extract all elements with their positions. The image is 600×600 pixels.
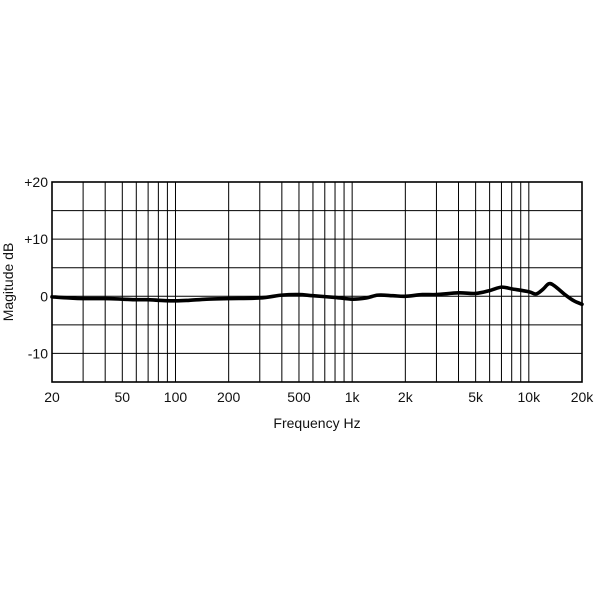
x-tick-label: 5k bbox=[468, 389, 484, 405]
x-tick-label: 10k bbox=[518, 389, 542, 405]
x-tick-label: 20 bbox=[44, 389, 60, 405]
x-tick-label: 500 bbox=[287, 389, 311, 405]
x-tick-label: 100 bbox=[164, 389, 188, 405]
y-tick-label: +20 bbox=[24, 174, 48, 190]
y-tick-labels: +20 +10 0 -10 bbox=[24, 174, 48, 361]
x-tick-label: 50 bbox=[115, 389, 131, 405]
x-tick-label: 20k bbox=[571, 389, 595, 405]
x-tick-label: 2k bbox=[398, 389, 414, 405]
y-tick-label: +10 bbox=[24, 231, 48, 247]
x-tick-labels: 20 50 100 200 500 1k 2k 5k 10k 20k bbox=[44, 389, 594, 405]
x-tick-label: 1k bbox=[345, 389, 361, 405]
y-tick-label: 0 bbox=[40, 288, 48, 304]
response-curve bbox=[50, 281, 584, 307]
plot-frame bbox=[51, 181, 583, 383]
x-tick-label: 200 bbox=[217, 389, 241, 405]
y-tick-label: -10 bbox=[28, 345, 48, 361]
y-axis-title: Magitude dB bbox=[0, 243, 16, 322]
grid bbox=[52, 182, 582, 382]
x-axis-title: Frequency Hz bbox=[273, 415, 360, 431]
